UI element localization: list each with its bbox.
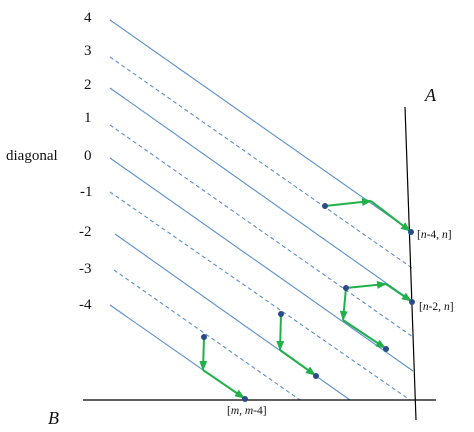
arrow-10 [202, 369, 245, 399]
tick-label: -3 [79, 261, 92, 277]
tick-label: 3 [84, 43, 92, 59]
dot-start-5 [201, 334, 207, 340]
tick-label: 2 [84, 77, 92, 93]
axis-b-label: B [48, 408, 59, 428]
tick-label: -2 [79, 224, 92, 240]
tick-label: 1 [84, 110, 92, 126]
arrow-1 [324, 197, 372, 207]
arrow-6 [342, 319, 386, 349]
side-label: diagonal [6, 148, 58, 164]
arrow-9 [199, 336, 208, 371]
dot-end-2 [409, 299, 415, 305]
dot-start-1 [322, 203, 328, 209]
dot-end-4 [313, 373, 319, 379]
tick-label: 0 [84, 148, 92, 164]
arrow-3 [345, 280, 387, 289]
dot-start-4 [278, 311, 284, 317]
arrow-8 [279, 349, 316, 376]
tick-label: 4 [84, 10, 92, 26]
diagonal-line-0 [109, 157, 414, 372]
tick-labels: 4 3 2 1 0 -1 -2 -3 -4 [79, 10, 93, 313]
dot-end-1 [408, 229, 414, 235]
tick-label: -4 [79, 297, 92, 313]
dots [201, 203, 415, 402]
arrow-2 [370, 200, 411, 232]
diagonal-lines [109, 19, 414, 401]
dot-end-3 [383, 346, 389, 352]
axis-a [404, 106, 417, 421]
diagonal-line-3 [109, 56, 413, 269]
point-label-m-m4: [m, m-4] [227, 405, 267, 417]
arrow-5 [339, 287, 348, 321]
arrow-7 [276, 313, 285, 351]
arrows [199, 197, 412, 399]
diagonal-line-m1 [109, 191, 411, 401]
arrow-4 [385, 283, 412, 302]
dot-end-5 [242, 396, 248, 402]
diagonal-line-2 [109, 87, 414, 303]
point-label-n4-n: [n-4, n] [417, 229, 452, 241]
diagonal-line-4 [109, 19, 413, 233]
diagonal-line-1 [109, 124, 414, 338]
axis-a-label: A [424, 85, 437, 105]
point-label-n2-n: [n-2, n] [419, 301, 454, 313]
dot-start-2 [343, 285, 349, 291]
tick-label: -1 [80, 184, 93, 200]
diagonal-line-m3 [113, 269, 301, 401]
